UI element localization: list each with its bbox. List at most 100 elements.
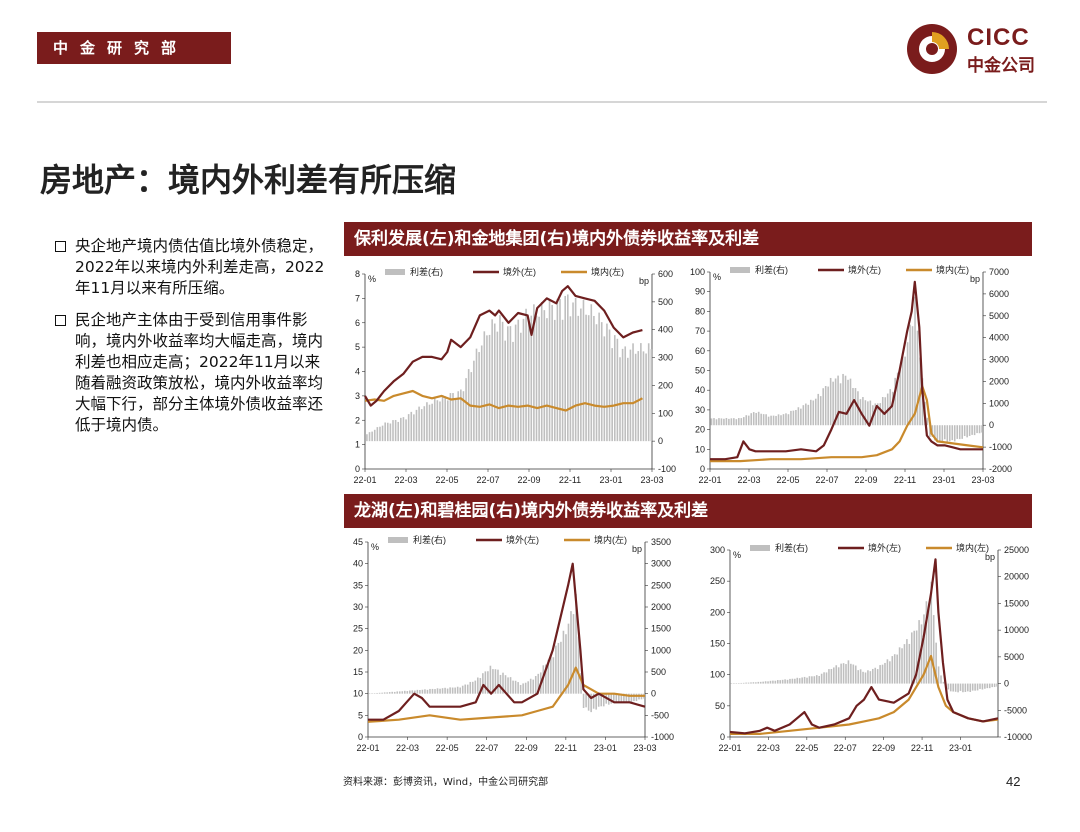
spread-bar [713,418,715,426]
spread-bar [493,323,496,442]
y-tick-label-right: 15000 [1004,598,1029,608]
spread-bar [979,683,981,689]
spread-bar [830,668,833,684]
spread-bar [439,688,441,694]
spread-bar [439,401,441,442]
spread-bar [814,398,817,426]
spread-bar [715,419,718,426]
spread-bar [971,683,974,691]
spread-bar [534,676,537,694]
square-bullet-icon [55,241,66,252]
spread-bar [494,669,497,694]
spread-bar [373,693,376,694]
spread-bar [884,662,886,684]
spread-bar [939,425,941,441]
spread-bar [507,677,509,694]
spread-bar [600,693,603,707]
y-tick-label-right: -2000 [989,464,1012,474]
spread-bar [593,315,595,442]
spread-bar [952,683,954,692]
spread-bar [441,688,444,694]
spread-bar [767,681,769,684]
x-tick-label: 22-09 [854,475,877,485]
spread-bar [525,308,527,442]
spread-bar [789,678,791,684]
spread-bar [507,326,509,442]
spread-bar [483,331,486,442]
y-tick-label-right: -1000 [651,732,674,742]
x-tick-label: 22-07 [476,475,499,485]
spread-bar [755,682,757,684]
spread-bar [867,401,869,426]
spread-bar [818,675,820,684]
spread-bar [874,403,877,426]
spread-bar [886,659,889,684]
spread-bar [457,391,460,442]
spread-bar [608,329,611,442]
y-tick-label-right: 2500 [651,580,671,590]
spread-bar [780,415,782,426]
x-tick-label: 22-01 [356,743,379,753]
spread-bar [941,425,944,442]
x-tick-label: 22-01 [718,743,741,753]
bullet-list: 央企地产境内债估值比境外债稳定，2022年以来境内外利差走高，2022年11月以… [55,236,330,447]
spread-bar [623,693,625,704]
spread-bar [580,308,582,442]
spread-bar [745,682,747,684]
spread-bar [940,675,942,684]
legend-label-spread: 利差(右) [755,264,788,275]
spread-bar [723,418,725,426]
chart-longfor: 0 5 10 15 20 25 30 35 40 45 -1000 -500 0 500 1000 1500 2… [353,534,674,753]
spread-bar [473,360,475,442]
spread-bar [487,671,489,694]
spread-bar [923,614,925,684]
spread-bar [869,400,872,426]
spread-bar [874,667,877,684]
spread-bar [757,681,760,684]
spread-bar [896,372,899,426]
spread-bar [533,304,535,442]
spread-bar [509,326,512,442]
onshore-line [364,389,643,412]
y-tick-label-right: 400 [658,325,673,335]
spread-bar [527,681,529,694]
legend-label-offshore: 境外(左) [848,264,881,275]
y-tick-label-left: 30 [695,405,705,415]
spread-bar [562,630,565,694]
right-unit-label: bp [639,276,649,286]
spread-bar [951,425,954,441]
spread-bar [822,388,824,426]
y-tick-label-left: 8 [355,269,360,279]
x-tick-label: 22-09 [517,475,540,485]
spread-bar [817,393,820,426]
spread-bar [759,681,762,684]
spread-bar [837,667,840,684]
spread-bar [869,671,872,684]
spread-bar [585,314,587,442]
logo-text-en: CICC [967,24,1030,51]
spread-bar [398,691,401,694]
spread-bar [597,693,600,707]
spread-bar [574,298,577,442]
x-tick-label: 22-01 [353,475,376,485]
spread-bar [394,419,397,442]
legend-label-spread: 利差(右) [413,534,446,545]
spread-bar [486,335,488,442]
spread-bar [545,664,547,694]
spread-bar [850,663,852,684]
spread-bar [976,425,978,434]
spread-bar [884,397,887,426]
spread-bar [755,412,757,426]
spread-bar [624,346,627,442]
x-tick-label: 23-01 [599,475,622,485]
y-tick-label-left: 25 [353,624,363,634]
spread-bar [595,693,597,710]
spread-bar [434,689,436,694]
spread-bar [774,680,777,684]
right-unit-label: bp [632,544,642,554]
spread-bar [733,683,735,684]
spread-bar [640,343,642,442]
spread-bar [480,345,483,442]
spread-bar [569,316,572,442]
spread-bar [896,654,898,684]
